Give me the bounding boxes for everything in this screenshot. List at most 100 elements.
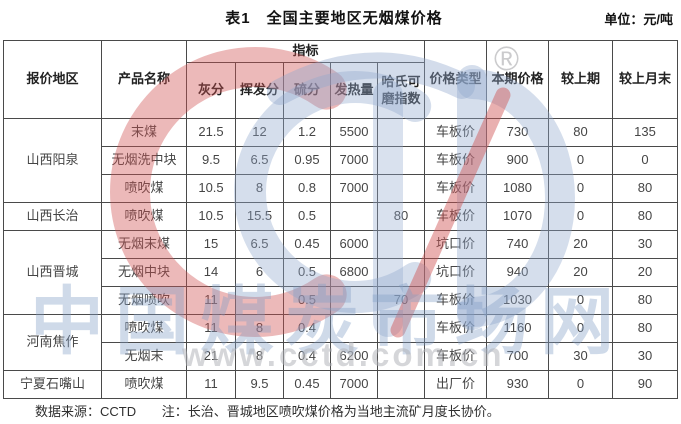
price-cell: 940 xyxy=(486,258,549,287)
title-bar: 表1 全国主要地区无烟煤价格 单位：元/吨 xyxy=(0,0,681,38)
region-cell: 山西阳泉 xyxy=(3,118,102,203)
vs-prev-cell: 30 xyxy=(548,342,613,371)
col-header-price-type: 价格类型 xyxy=(424,40,487,119)
ash-cell: 10.5 xyxy=(186,174,236,203)
vs-month-end-cell: 90 xyxy=(612,370,678,399)
price-type-cell: 车板价 xyxy=(424,286,487,315)
region-cell: 宁夏石嘴山 xyxy=(3,370,102,399)
sulfur-cell: 0.5 xyxy=(283,258,331,287)
calorific-cell: 6000 xyxy=(330,230,378,259)
calorific-cell: 6800 xyxy=(330,258,378,287)
price-cell: 1030 xyxy=(486,286,549,315)
table-row: 山西阳泉 末煤 21.5 12 1.2 5500 车板价 730 80 135 xyxy=(3,118,678,203)
product-cell: 无烟洗中块 xyxy=(101,146,187,175)
calorific-cell xyxy=(330,286,378,315)
product-cell: 无烟末 xyxy=(101,342,187,371)
ash-cell: 14 xyxy=(186,258,236,287)
col-header-region: 报价地区 xyxy=(3,40,102,119)
vs-prev-cell: 0 xyxy=(548,370,613,399)
ash-cell: 21.5 xyxy=(186,118,236,147)
volatile-cell: 6.5 xyxy=(235,146,284,175)
product-cell: 喷吹煤 xyxy=(101,370,187,399)
volatile-cell: 9.5 xyxy=(235,370,284,399)
col-header-current-price: 本期价格 xyxy=(486,40,549,119)
hgi-cell xyxy=(377,314,425,343)
price-type-cell: 车板价 xyxy=(424,118,487,147)
hgi-cell xyxy=(377,230,425,259)
col-header-vs-prev: 较上期 xyxy=(548,40,613,119)
table-row: 无烟末 21 8 0.4 6200 车板价 700 30 30 xyxy=(4,342,678,371)
table-row: 河南焦作 喷吹煤 11 8 0.4 车板价 1160 0 80 xyxy=(3,314,678,371)
table-row: 宁夏石嘴山 喷吹煤 11 9.5 0.45 7000 出厂价 930 0 90 xyxy=(3,370,678,399)
ash-cell: 9.5 xyxy=(186,146,236,175)
vs-prev-cell: 20 xyxy=(548,230,613,259)
price-type-cell: 车板价 xyxy=(424,314,487,343)
hgi-cell xyxy=(377,258,425,287)
volatile-cell: 15.5 xyxy=(235,202,284,231)
volatile-cell: 8 xyxy=(235,314,284,343)
price-type-cell: 车板价 xyxy=(424,202,487,231)
product-cell: 喷吹煤 xyxy=(101,202,187,231)
table-row: 山西晋城 无烟末煤 15 6.5 0.45 6000 坑口价 740 20 30 xyxy=(3,230,678,315)
table-note: 注：长治、晋城地区喷吹煤价格为当地主流矿月度长协价。 xyxy=(161,404,500,419)
price-cell: 740 xyxy=(486,230,549,259)
price-cell: 730 xyxy=(486,118,549,147)
hgi-cell xyxy=(377,370,425,399)
vs-prev-cell: 0 xyxy=(548,146,613,175)
price-type-cell: 车板价 xyxy=(424,342,487,371)
product-cell: 无烟喷吹 xyxy=(101,286,187,315)
table-row: 喷吹煤 10.5 8 0.8 7000 车板价 1080 0 80 xyxy=(4,174,678,203)
table-row: 山西长治 喷吹煤 10.5 15.5 0.5 80 车板价 1070 0 80 xyxy=(3,202,678,231)
sulfur-cell: 0.5 xyxy=(283,286,331,315)
product-cell: 末煤 xyxy=(101,118,187,147)
vs-month-end-cell: 0 xyxy=(612,146,678,175)
col-header-product: 产品名称 xyxy=(101,40,187,119)
volatile-cell: 6.5 xyxy=(235,230,284,259)
table-row: 无烟洗中块 9.5 6.5 0.95 7000 车板价 900 0 0 xyxy=(4,146,678,175)
product-cell: 喷吹煤 xyxy=(101,174,187,203)
vs-month-end-cell: 135 xyxy=(612,118,678,147)
hgi-cell: 80 xyxy=(377,202,425,231)
hgi-cell xyxy=(377,342,425,371)
sulfur-cell: 0.4 xyxy=(283,314,331,343)
sulfur-cell: 0.4 xyxy=(283,342,331,371)
vs-prev-cell: 0 xyxy=(548,314,613,343)
ash-cell: 11 xyxy=(186,370,236,399)
table-row: 无烟喷吹 11 0.5 70 车板价 1030 0 80 xyxy=(4,286,678,315)
price-cell: 1160 xyxy=(486,314,549,343)
vs-month-end-cell: 30 xyxy=(612,230,678,259)
data-source-label: 数据来源：CCTD xyxy=(35,404,137,419)
calorific-cell: 7000 xyxy=(330,174,378,203)
col-header-calorific: 发热量 xyxy=(330,62,378,119)
hgi-cell: 70 xyxy=(377,286,425,315)
vs-prev-cell: 0 xyxy=(548,174,613,203)
vs-prev-cell: 80 xyxy=(548,118,613,147)
sulfur-cell: 0.45 xyxy=(283,370,331,399)
price-type-cell: 车板价 xyxy=(424,174,487,203)
sulfur-cell: 0.95 xyxy=(283,146,331,175)
col-header-ash: 灰分 xyxy=(186,62,236,119)
vs-month-end-cell: 20 xyxy=(612,258,678,287)
calorific-cell: 5500 xyxy=(330,118,378,147)
col-header-indicators-group: 指标 xyxy=(186,40,425,63)
price-cell: 900 xyxy=(486,146,549,175)
anthracite-price-table: 报价地区 产品名称 指标 价格类型 本期价格 较上期 较上月末 灰分 挥发分 硫… xyxy=(3,40,678,399)
calorific-cell: 7000 xyxy=(330,146,378,175)
col-header-hgi: 哈氏可磨指数 xyxy=(377,62,425,119)
calorific-cell: 7000 xyxy=(330,370,378,399)
hgi-cell xyxy=(377,118,425,147)
price-type-cell: 出厂价 xyxy=(424,370,487,399)
product-cell: 喷吹煤 xyxy=(101,314,187,343)
col-header-vs-month-end: 较上月末 xyxy=(612,40,678,119)
volatile-cell: 12 xyxy=(235,118,284,147)
region-cell: 山西长治 xyxy=(3,202,102,231)
ash-cell: 21 xyxy=(186,342,236,371)
ash-cell: 11 xyxy=(186,286,236,315)
price-type-cell: 坑口价 xyxy=(424,230,487,259)
footer-note: 数据来源：CCTD 注：长治、晋城地区喷吹煤价格为当地主流矿月度长协价。 xyxy=(35,401,500,420)
calorific-cell xyxy=(330,314,378,343)
sulfur-cell: 0.45 xyxy=(283,230,331,259)
vs-month-end-cell: 30 xyxy=(612,342,678,371)
volatile-cell xyxy=(235,286,284,315)
ash-cell: 15 xyxy=(186,230,236,259)
